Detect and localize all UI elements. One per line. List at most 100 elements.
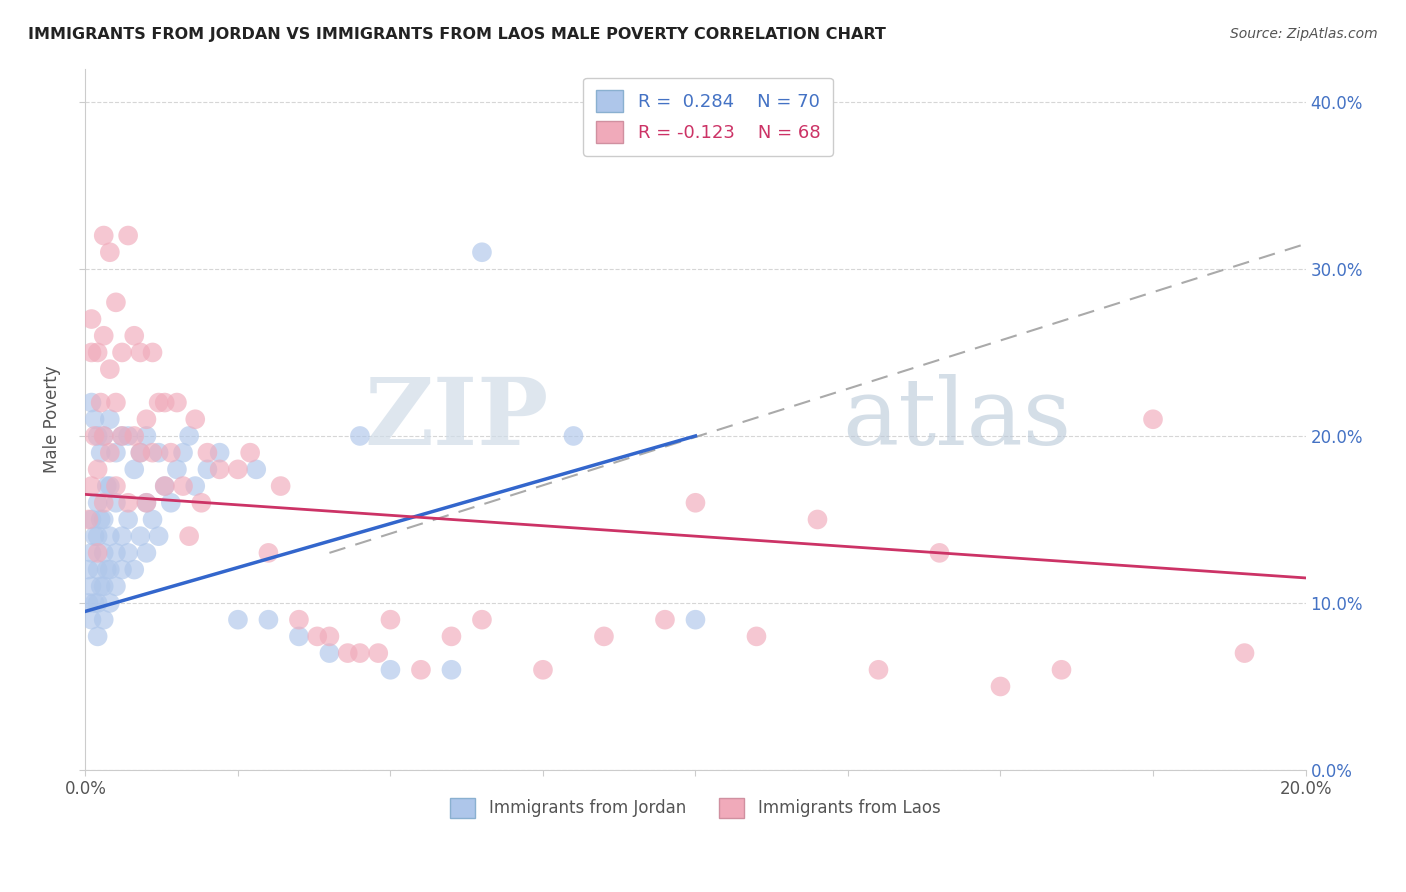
Point [96,479,118,493]
Point [141,445,163,459]
Point [80,546,103,560]
Point [745,629,768,643]
Point [239,445,262,459]
Point [208,462,231,476]
Point [83,529,105,543]
Text: atlas: atlas [842,375,1071,464]
Point [98,563,121,577]
Point [104,479,127,493]
Point [318,646,340,660]
Point [160,496,183,510]
Point [197,462,219,476]
Point [111,429,134,443]
Point [104,579,127,593]
Point [148,529,170,543]
Point [93,429,115,443]
Point [166,395,188,409]
Point [129,345,152,359]
Point [83,429,105,443]
Point [80,479,103,493]
Point [129,445,152,459]
Point [80,345,103,359]
Point [1050,663,1073,677]
Point [93,496,115,510]
Point [80,312,103,326]
Point [86,345,108,359]
Point [990,680,1012,694]
Point [83,596,105,610]
Point [148,395,170,409]
Point [93,429,115,443]
Point [129,529,152,543]
Point [96,563,118,577]
Point [1233,646,1256,660]
Point [288,629,311,643]
Point [318,629,340,643]
Point [77,512,100,526]
Point [257,546,280,560]
Point [86,596,108,610]
Point [471,613,494,627]
Point [270,479,292,493]
Point [336,646,359,660]
Point [654,613,676,627]
Point [93,546,115,560]
Point [122,462,145,476]
Point [166,462,188,476]
Point [111,429,134,443]
Point [245,462,267,476]
Point [141,512,163,526]
Point [153,479,176,493]
Point [90,512,112,526]
Point [226,462,249,476]
Point [531,663,554,677]
Point [86,563,108,577]
Point [190,496,212,510]
Point [135,546,157,560]
Legend: Immigrants from Jordan, Immigrants from Laos: Immigrants from Jordan, Immigrants from … [444,791,948,825]
Point [90,445,112,459]
Point [93,613,115,627]
Point [471,245,494,260]
Point [135,412,157,426]
Point [153,395,176,409]
Point [1142,412,1164,426]
Point [93,579,115,593]
Point [122,429,145,443]
Point [184,412,207,426]
Point [98,245,121,260]
Point [257,613,280,627]
Text: ZIP: ZIP [364,375,550,464]
Point [135,496,157,510]
Point [77,596,100,610]
Point [117,496,139,510]
Point [98,445,121,459]
Point [90,395,112,409]
Point [349,429,371,443]
Point [562,429,585,443]
Point [111,345,134,359]
Point [104,395,127,409]
Point [129,445,152,459]
Point [80,579,103,593]
Point [148,445,170,459]
Point [117,228,139,243]
Point [685,496,707,510]
Point [122,563,145,577]
Point [77,563,100,577]
Point [80,613,103,627]
Point [160,445,183,459]
Point [208,445,231,459]
Point [153,479,176,493]
Point [86,529,108,543]
Point [93,512,115,526]
Point [98,362,121,376]
Point [104,445,127,459]
Y-axis label: Male Poverty: Male Poverty [44,366,60,473]
Point [122,328,145,343]
Point [93,228,115,243]
Point [806,512,828,526]
Point [179,529,201,543]
Point [440,629,463,643]
Point [98,529,121,543]
